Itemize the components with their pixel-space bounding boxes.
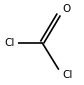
Text: Cl: Cl xyxy=(5,37,15,48)
Text: O: O xyxy=(62,3,70,14)
Text: Cl: Cl xyxy=(62,70,73,80)
